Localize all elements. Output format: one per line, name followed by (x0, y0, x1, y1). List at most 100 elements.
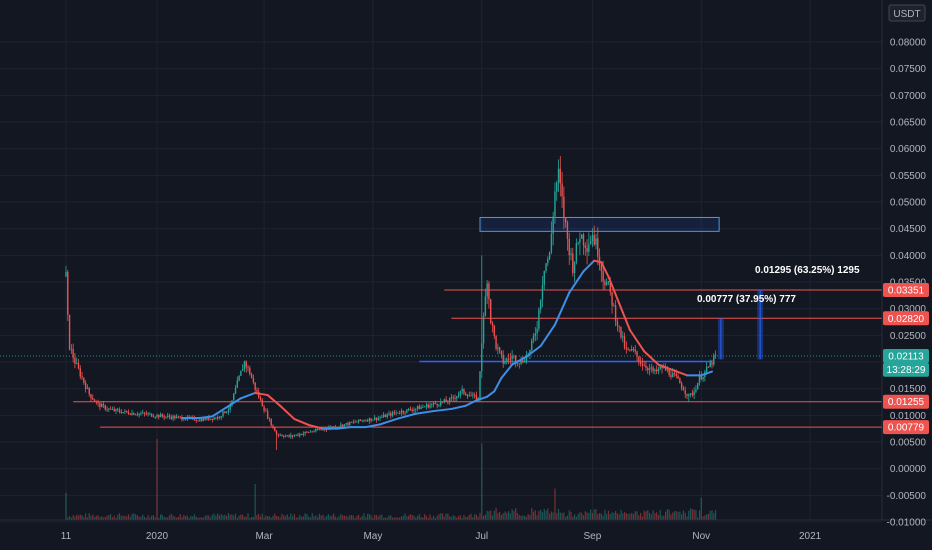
volume-bar (85, 513, 87, 520)
candle-body (450, 397, 453, 399)
volume-bar (672, 512, 674, 520)
price-tick-label: 0.05000 (890, 198, 927, 209)
volume-bar (593, 509, 595, 520)
candle-body (347, 423, 349, 425)
candle-body (215, 417, 217, 419)
price-tag-box (883, 282, 929, 297)
candle-body (115, 409, 117, 412)
volume-bar (697, 517, 699, 520)
volume-bar (143, 516, 146, 520)
volume-bar (159, 514, 162, 520)
candle-body (133, 412, 135, 415)
volume-bar (240, 514, 242, 520)
candle-body (543, 270, 545, 285)
candle-body (158, 414, 160, 418)
volume-bar (215, 515, 217, 520)
measurements[interactable]: 0.01295 (63.25%) 1295 0.00777 (37.95%) 77… (697, 265, 860, 360)
volume-bar (379, 515, 381, 520)
volume-bar (561, 513, 563, 520)
volume-bar (656, 512, 658, 520)
volume-bar (707, 513, 710, 520)
candle-body (632, 348, 635, 350)
candle-body (172, 416, 174, 419)
volume-bar (252, 516, 254, 520)
volume-bar (659, 510, 661, 520)
candle-body (240, 370, 242, 376)
volume-bar (404, 513, 406, 520)
volume-bar (99, 517, 101, 520)
candle-body (216, 416, 219, 419)
candle-body (659, 366, 661, 369)
candle-body (283, 436, 285, 437)
volume-bar (368, 513, 370, 520)
candle-body (518, 363, 520, 365)
volume-bar (81, 515, 83, 520)
volume-bar (90, 515, 92, 520)
volume-bar (434, 517, 436, 520)
volume-bar (500, 514, 503, 520)
grid (0, 0, 882, 523)
candle-body (113, 409, 115, 412)
resistance-rectangle[interactable] (479, 216, 720, 232)
candle-body (418, 406, 421, 410)
candle-body (609, 281, 611, 292)
volume-bar (183, 514, 185, 520)
volume-bar (129, 516, 131, 520)
candle-body (277, 434, 280, 436)
volume-bar (388, 515, 390, 520)
candle-body (666, 369, 669, 371)
volume-bar (520, 515, 522, 520)
candle-body (313, 431, 315, 433)
candle-body (622, 336, 624, 338)
volume-bar (527, 513, 529, 520)
volume-bar (283, 515, 285, 520)
price-tick-label: 0.03000 (890, 304, 927, 315)
candle-body (490, 299, 492, 323)
volume-bar (609, 514, 611, 520)
volume-bar (65, 493, 67, 520)
volume-bar (359, 517, 362, 520)
volume-bar (217, 513, 219, 520)
price-tick-label: 0.00000 (890, 464, 927, 475)
time-axis[interactable]: 11 2020 Mar May Jul Sep Nov 2021 (61, 531, 822, 542)
volume-bar (631, 512, 633, 520)
volume-bar (525, 516, 528, 520)
ma-segment (266, 394, 282, 407)
candle-body (384, 414, 387, 418)
volume-bar (277, 516, 279, 520)
candle-body (286, 435, 288, 437)
candle-body (588, 244, 590, 252)
candle-body (234, 387, 237, 394)
candle-body (597, 238, 599, 257)
candle-body (630, 348, 633, 351)
candle-body (436, 403, 438, 406)
currency-badge[interactable]: USDT (888, 4, 926, 22)
volume-bar (350, 515, 353, 520)
candle-body (550, 233, 553, 253)
candle-body (529, 349, 531, 355)
candle-body (197, 420, 199, 422)
candle-body (531, 340, 533, 350)
candle-body (381, 416, 383, 418)
volume-bar (242, 514, 244, 520)
volume-bar (197, 517, 199, 520)
volume-bar (390, 515, 392, 520)
ma-segment (225, 397, 242, 409)
volume-bar (345, 515, 347, 520)
volume-bar (126, 516, 128, 520)
candle-body (241, 369, 244, 371)
ma-segment (553, 291, 571, 326)
candle-body (641, 363, 644, 366)
resistance-box[interactable] (479, 216, 720, 232)
volume-bar (488, 511, 490, 520)
volume-bar (338, 516, 340, 520)
candle-body (702, 377, 704, 380)
volume-bar (249, 517, 251, 520)
volume-bar (575, 516, 577, 520)
candle-body (475, 395, 478, 401)
volume-bar (611, 512, 613, 520)
volume-bar (386, 517, 388, 520)
measure-label: 0.01295 (63.25%) 1295 (755, 265, 860, 276)
ma-segment (450, 404, 467, 410)
